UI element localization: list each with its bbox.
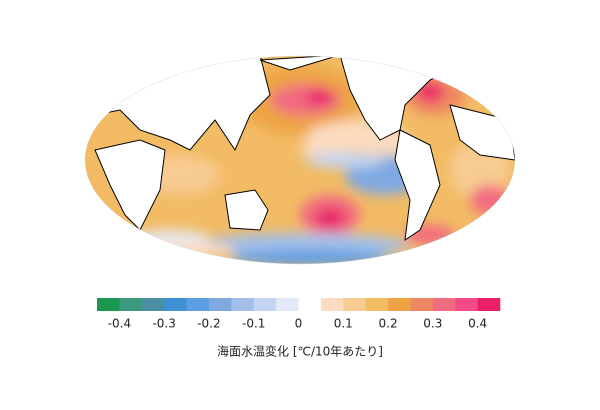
colorbar-swatch: [231, 298, 255, 311]
colorbar-swatch: [141, 298, 165, 311]
colorbar-swatch: [298, 298, 322, 311]
colorbar-swatch: [343, 298, 366, 311]
colorbar-swatch: [97, 298, 120, 311]
colorbar-swatch: [164, 298, 187, 311]
colorbar: -0.4 -0.3 -0.2 -0.1 0 0.1 0.2 0.3 0.4: [97, 298, 501, 331]
colorbar-swatch: [365, 298, 389, 311]
colorbar-swatch: [432, 298, 456, 311]
colorbar-swatch: [276, 298, 299, 311]
colorbar-tick-label: -0.1: [242, 317, 265, 331]
colorbar-tick-label: -0.2: [197, 317, 220, 331]
colorbar-swatch: [208, 298, 232, 311]
colorbar-swatch: [186, 298, 210, 311]
colorbar-swatch: [119, 298, 143, 311]
colorbar-tick-label: 0.3: [423, 317, 442, 331]
colorbar-label: 海面水温変化 [℃/10年あたり]: [217, 344, 383, 359]
colorbar-tick-label: 0.4: [468, 317, 487, 331]
colorbar-swatch: [410, 298, 434, 311]
colorbar-tick-label: -0.4: [108, 317, 131, 331]
colorbar-tick-label: 0: [295, 317, 303, 331]
map-outline: [84, 55, 516, 265]
colorbar-swatch: [320, 298, 344, 311]
map: [85, 56, 515, 264]
colorbar-swatch: [388, 298, 411, 311]
colorbar-tick-label: 0.2: [379, 317, 398, 331]
colorbar-tick-label: 0.1: [334, 317, 353, 331]
colorbar-tick-label: -0.3: [152, 317, 175, 331]
colorbar-swatch: [455, 298, 478, 311]
colorbar-swatch: [477, 298, 501, 311]
colorbar-swatch: [253, 298, 277, 311]
